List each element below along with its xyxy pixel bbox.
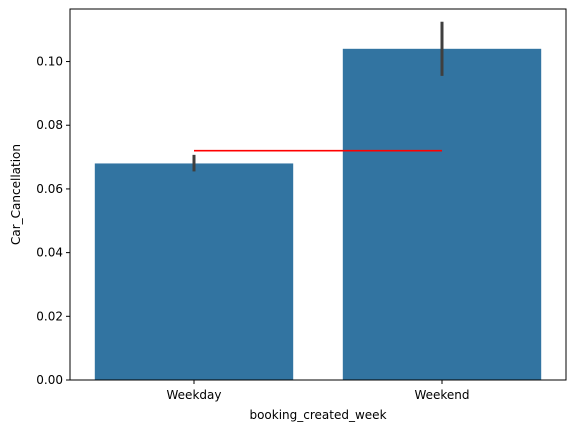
error-bars-group: [192, 21, 444, 172]
x-tick-label: Weekend: [414, 388, 469, 402]
y-tick-label: 0.00: [36, 373, 63, 387]
y-tick-label: 0.02: [36, 309, 63, 323]
x-tick-label: Weekday: [167, 388, 222, 402]
bar-weekday: [94, 163, 294, 380]
y-tick-label: 0.10: [36, 55, 63, 69]
y-tick-label: 0.08: [36, 118, 63, 132]
plot-frame: [69, 8, 567, 381]
y-ticks-group: 0.00 0.02 0.04 0.06 0.08 0.10: [36, 55, 70, 387]
y-tick-label: 0.06: [36, 182, 63, 196]
y-axis-label: Car_Cancellation: [9, 144, 23, 245]
bar-weekend: [342, 48, 542, 381]
x-ticks-group: Weekday Weekend: [167, 380, 470, 402]
y-tick-label: 0.04: [36, 246, 63, 260]
bars-group: [94, 48, 542, 381]
x-axis-label: booking_created_week: [249, 408, 386, 422]
